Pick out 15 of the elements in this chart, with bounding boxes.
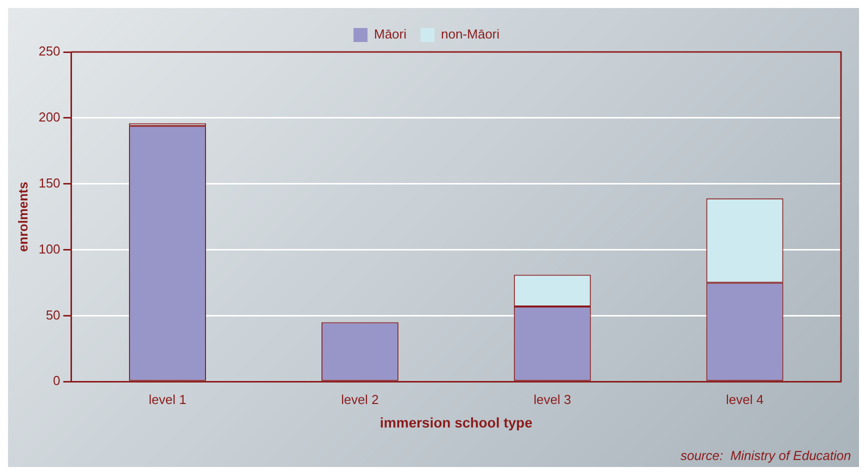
legend-label: non-Māori [440, 26, 500, 42]
x-tick-label: level 3 [534, 392, 572, 407]
y-tick-label: 50 [46, 307, 60, 322]
x-tick-label: level 1 [148, 392, 186, 407]
y-axis-title: enrolments [15, 182, 30, 252]
legend-label: Māori [374, 26, 407, 42]
y-tick-label: 250 [38, 44, 60, 59]
source-note: source: Ministry of Education [680, 448, 851, 463]
x-axis-title: immersion school type [380, 414, 533, 430]
x-tick-label: level 2 [341, 392, 379, 407]
y-tick-label: 0 [53, 373, 60, 388]
y-tick-label: 150 [38, 175, 60, 190]
y-tick-label: 100 [38, 241, 60, 256]
y-tick-label: 200 [38, 110, 60, 124]
x-tick-label: level 4 [726, 392, 764, 407]
